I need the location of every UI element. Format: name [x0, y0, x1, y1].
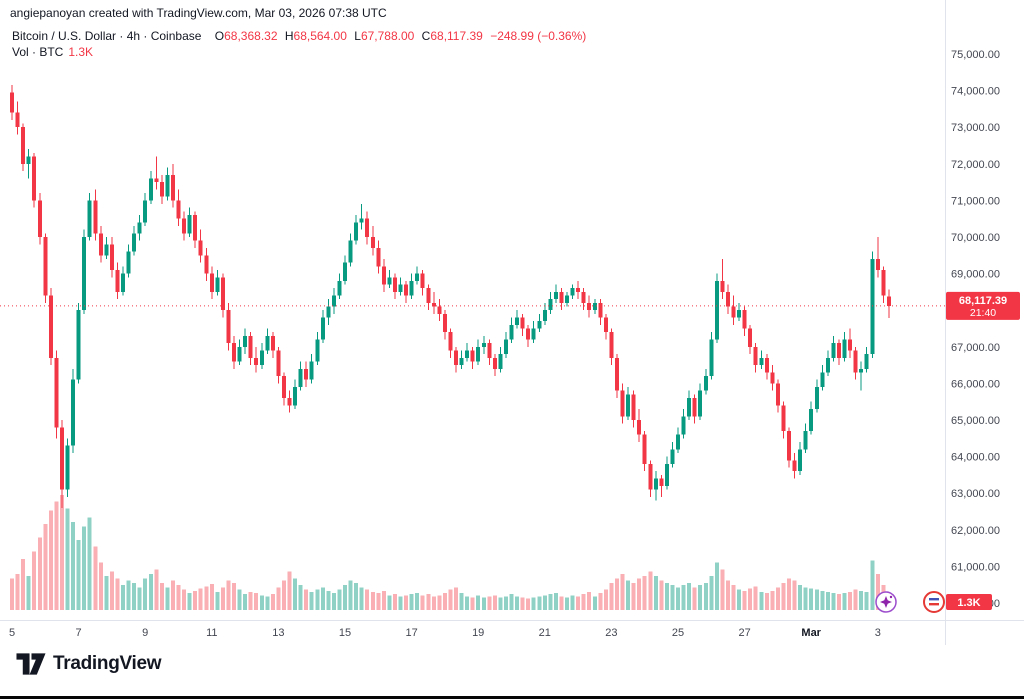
- time-tick: 25: [672, 627, 684, 639]
- candles: [10, 85, 891, 508]
- price-tick: 71,000.00: [951, 195, 1000, 207]
- price-tick: 72,000.00: [951, 159, 1000, 171]
- price-axis[interactable]: 75,000.00 74,000.00 73,000.00 72,000.00 71,0…: [951, 49, 1000, 610]
- price-tick: 63,000.00: [951, 488, 1000, 500]
- symbol-legend: Bitcoin / U.S. Dollar · 4h · Coinbase O6…: [12, 29, 586, 43]
- price-tick: 65,000.00: [951, 415, 1000, 427]
- volume-axis-badge: 1.3K: [946, 594, 992, 610]
- tradingview-brand-text[interactable]: TradingView: [53, 653, 162, 674]
- price-tick: 70,000.00: [951, 232, 1000, 244]
- roundel-sticker-icon[interactable]: [923, 591, 945, 613]
- open-label: O: [214, 29, 225, 43]
- time-tick: 7: [76, 627, 82, 639]
- window-bottom-edge: [0, 696, 1024, 699]
- close-label: C: [421, 29, 431, 43]
- price-tick: 61,000.00: [951, 561, 1000, 573]
- volume-legend: Vol · BTC 1.3K: [12, 45, 93, 59]
- time-tick: 17: [405, 627, 417, 639]
- time-tick: 19: [472, 627, 484, 639]
- time-tick: Mar: [801, 627, 821, 639]
- price-tick: 67,000.00: [951, 342, 1000, 354]
- high-value: 68,564.00: [293, 29, 347, 43]
- time-tick: 27: [738, 627, 750, 639]
- low-value: 67,788.00: [360, 29, 415, 43]
- symbol-title[interactable]: Bitcoin / U.S. Dollar · 4h · Coinbase: [12, 29, 202, 43]
- time-tick: 21: [539, 627, 551, 639]
- tradingview-logo-icon[interactable]: [16, 651, 46, 677]
- svg-text:68,117.39: 68,117.39: [959, 295, 1007, 307]
- time-tick: 3: [875, 627, 881, 639]
- open-value: 68,368.32: [224, 29, 278, 43]
- time-axis[interactable]: 5 7 9 11 13 15 17 19 21 23 25 27 Mar 3: [9, 627, 881, 639]
- price-tick: 62,000.00: [951, 525, 1000, 537]
- price-tick: 66,000.00: [951, 378, 1000, 390]
- footer-branding: TradingView: [16, 651, 162, 677]
- sparkle-sticker-icon[interactable]: [875, 591, 897, 613]
- volume-study-label[interactable]: Vol · BTC: [12, 45, 64, 59]
- time-tick: 11: [206, 627, 217, 639]
- time-tick: 13: [272, 627, 284, 639]
- high-label: H: [284, 29, 294, 43]
- time-tick: 9: [142, 627, 148, 639]
- candlestick-chart-canvas[interactable]: 75,000.00 74,000.00 73,000.00 72,000.00 71,0…: [0, 0, 1024, 646]
- time-tick: 23: [605, 627, 617, 639]
- time-tick: 15: [339, 627, 351, 639]
- price-tick: 73,000.00: [951, 122, 1000, 134]
- svg-text:21:40: 21:40: [970, 307, 996, 319]
- attribution-text: angiepanoyan created with TradingView.co…: [10, 6, 387, 20]
- volume-study-value: 1.3K: [68, 45, 94, 59]
- price-tick: 69,000.00: [951, 269, 1000, 281]
- svg-text:1.3K: 1.3K: [957, 597, 980, 609]
- price-tick: 74,000.00: [951, 86, 1000, 98]
- axis-separators: [0, 0, 1024, 645]
- low-label: L: [354, 29, 361, 43]
- price-tick: 64,000.00: [951, 452, 1000, 464]
- volume-bars: [10, 494, 891, 610]
- close-value: 68,117.39: [430, 29, 483, 43]
- price-tick: 75,000.00: [951, 49, 1000, 61]
- change-value: −248.99 (−0.36%): [490, 29, 587, 43]
- time-tick: 5: [9, 627, 15, 639]
